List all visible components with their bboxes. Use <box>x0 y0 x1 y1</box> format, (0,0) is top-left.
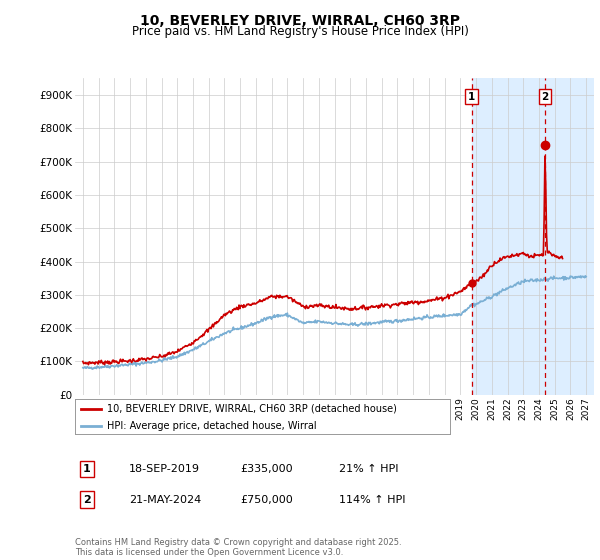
Text: Price paid vs. HM Land Registry's House Price Index (HPI): Price paid vs. HM Land Registry's House … <box>131 25 469 38</box>
Text: HPI: Average price, detached house, Wirral: HPI: Average price, detached house, Wirr… <box>107 421 317 431</box>
Text: Contains HM Land Registry data © Crown copyright and database right 2025.
This d: Contains HM Land Registry data © Crown c… <box>75 538 401 557</box>
Text: 18-SEP-2019: 18-SEP-2019 <box>129 464 200 474</box>
Text: 2: 2 <box>83 494 91 505</box>
Text: 10, BEVERLEY DRIVE, WIRRAL, CH60 3RP: 10, BEVERLEY DRIVE, WIRRAL, CH60 3RP <box>140 14 460 28</box>
Text: £750,000: £750,000 <box>240 494 293 505</box>
Bar <box>472 78 594 395</box>
Text: £335,000: £335,000 <box>240 464 293 474</box>
Text: 1: 1 <box>83 464 91 474</box>
Text: 10, BEVERLEY DRIVE, WIRRAL, CH60 3RP (detached house): 10, BEVERLEY DRIVE, WIRRAL, CH60 3RP (de… <box>107 404 397 414</box>
Text: 21-MAY-2024: 21-MAY-2024 <box>129 494 201 505</box>
Text: 21% ↑ HPI: 21% ↑ HPI <box>339 464 398 474</box>
Text: 114% ↑ HPI: 114% ↑ HPI <box>339 494 406 505</box>
Text: 2: 2 <box>541 92 549 102</box>
Text: 1: 1 <box>468 92 475 102</box>
